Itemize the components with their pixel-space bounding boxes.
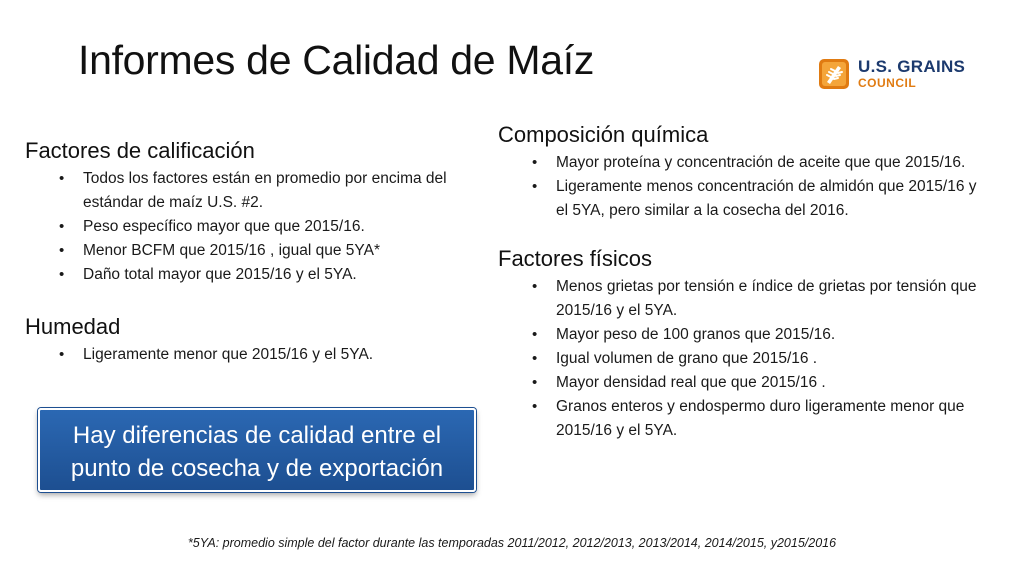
physical-factors-section: Factores físicos Menos grietas por tensi… [498,245,978,443]
quality-differences-callout: Hay diferencias de calidad entre el punt… [38,408,476,492]
list-item: Menor BCFM que 2015/16 , igual que 5YA* [59,239,493,263]
callout-line: Hay diferencias de calidad entre el [72,422,442,449]
left-column: Factores de calificación Todos los facto… [25,137,493,367]
physical-factors-list: Menos grietas por tensión e índice de gr… [498,275,978,443]
grading-factors-section: Factores de calificación Todos los facto… [25,137,493,287]
list-item: Daño total mayor que 2015/16 y el 5YA. [59,263,493,287]
chemical-composition-list: Mayor proteína y concentración de aceite… [498,151,978,223]
physical-factors-heading: Factores físicos [498,246,653,271]
list-item: Todos los factores están en promedio por… [59,167,493,215]
list-item: Mayor peso de 100 granos que 2015/16. [532,323,978,347]
list-item: Mayor densidad real que que 2015/16 . [532,371,978,395]
logo-text-council: COUNCIL [858,76,917,90]
moisture-heading: Humedad [25,314,121,339]
list-item: Igual volumen de grano que 2015/16 . [532,347,978,371]
chemical-composition-heading: Composición química [498,122,709,147]
list-item: Ligeramente menor que 2015/16 y el 5YA. [59,343,493,367]
grading-factors-list: Todos los factores están en promedio por… [25,167,493,287]
page-title: Informes de Calidad de Maíz [78,37,595,83]
list-item: Granos enteros y endospermo duro ligeram… [532,395,978,443]
moisture-section: Humedad Ligeramente menor que 2015/16 y … [25,313,493,367]
list-item: Peso específico mayor que que 2015/16. [59,215,493,239]
grading-factors-heading: Factores de calificación [25,138,255,163]
list-item: Ligeramente menos concentración de almid… [532,175,978,223]
list-item: Mayor proteína y concentración de aceite… [532,151,978,175]
moisture-list: Ligeramente menor que 2015/16 y el 5YA. [25,343,493,367]
footnote: *5YA: promedio simple del factor durante… [187,536,837,550]
callout-line: punto de cosecha y de exportación [70,455,444,482]
right-column: Composición química Mayor proteína y con… [498,121,978,443]
us-grains-council-logo: U.S. GRAINS COUNCIL [818,57,998,93]
logo-text-us-grains: U.S. GRAINS [858,57,966,76]
list-item: Menos grietas por tensión e índice de gr… [532,275,978,323]
grain-council-logo-icon [819,59,849,89]
chemical-composition-section: Composición química Mayor proteína y con… [498,121,978,223]
